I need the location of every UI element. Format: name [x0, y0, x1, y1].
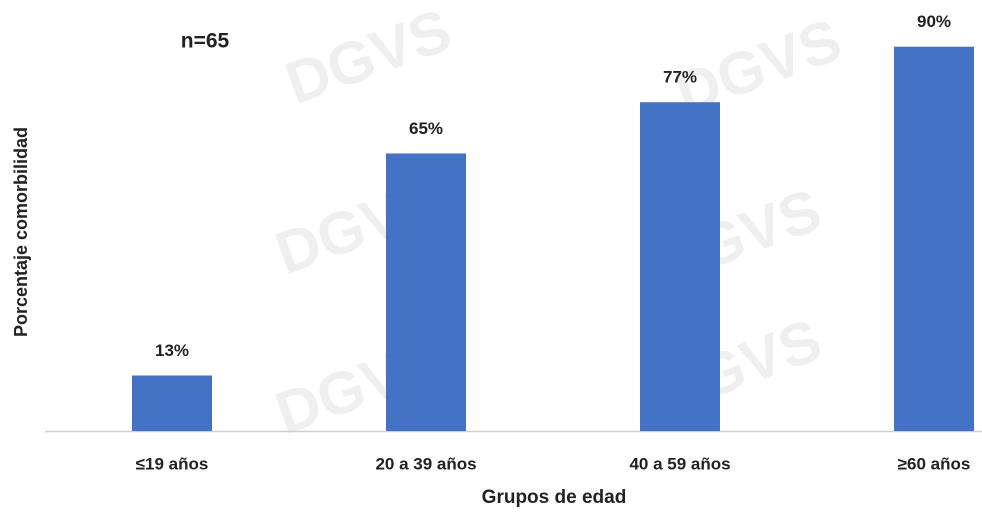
value-label: 77%	[663, 68, 697, 87]
watermark: DGVS	[277, 0, 460, 117]
bar	[386, 153, 466, 431]
x-tick-label: ≥60 años	[898, 454, 971, 473]
x-tick-label: 20 a 39 años	[375, 454, 476, 473]
value-label: 13%	[155, 341, 189, 360]
y-axis-title: Porcentaje comorbilidad	[11, 127, 31, 337]
annotation: n=65	[181, 30, 230, 53]
bar	[132, 375, 212, 431]
bar	[894, 46, 974, 431]
watermarks: DGVS DGVS DGVS DGVS DGVS DGVS	[267, 0, 850, 447]
x-tick-label: ≤19 años	[136, 454, 209, 473]
value-label: 90%	[917, 12, 951, 31]
x-axis-title: Grupos de edad	[482, 487, 627, 508]
bar	[640, 102, 720, 432]
x-tick-label: 40 a 59 años	[629, 454, 730, 473]
value-label: 65%	[409, 119, 443, 138]
